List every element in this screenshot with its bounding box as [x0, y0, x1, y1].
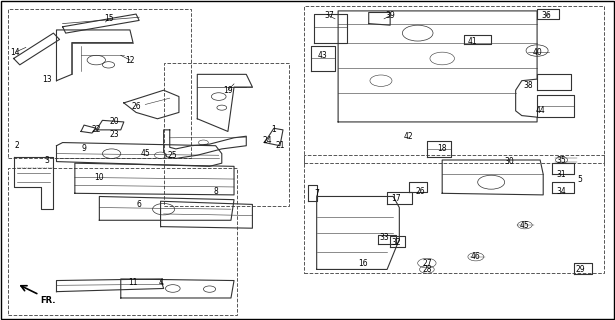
- Text: 7: 7: [314, 189, 319, 198]
- Text: 45: 45: [140, 149, 150, 158]
- Text: 27: 27: [422, 259, 432, 268]
- Text: FR.: FR.: [40, 296, 55, 305]
- Text: 22: 22: [92, 125, 101, 134]
- Bar: [304, 6, 605, 163]
- Text: 5: 5: [577, 174, 582, 184]
- Text: 20: 20: [110, 117, 119, 126]
- Text: 21: 21: [275, 141, 285, 150]
- Text: 12: 12: [125, 56, 135, 65]
- Text: 10: 10: [95, 173, 104, 182]
- Text: 17: 17: [392, 194, 401, 203]
- Text: 15: 15: [104, 14, 113, 23]
- Text: 8: 8: [213, 187, 218, 196]
- Text: 6: 6: [137, 200, 141, 209]
- Text: 28: 28: [422, 265, 432, 274]
- Text: 34: 34: [557, 187, 566, 196]
- Text: 45: 45: [520, 220, 530, 229]
- Text: 36: 36: [541, 11, 551, 20]
- Text: 1: 1: [271, 125, 276, 134]
- Text: 30: 30: [505, 157, 514, 166]
- Text: 42: 42: [403, 132, 413, 141]
- Text: 16: 16: [358, 259, 367, 268]
- Bar: [7, 9, 191, 158]
- Text: 40: 40: [532, 48, 542, 57]
- Text: 44: 44: [535, 106, 545, 115]
- Text: 14: 14: [10, 48, 20, 57]
- Bar: [304, 155, 605, 273]
- Text: 3: 3: [45, 156, 50, 164]
- Text: 4: 4: [158, 278, 163, 287]
- Text: 38: 38: [523, 81, 533, 90]
- Text: 31: 31: [557, 170, 566, 179]
- Text: 29: 29: [575, 265, 585, 274]
- Text: 32: 32: [392, 238, 401, 247]
- Text: 26: 26: [416, 187, 426, 196]
- Text: 9: 9: [82, 144, 87, 153]
- Text: 2: 2: [14, 141, 19, 150]
- Text: 18: 18: [437, 144, 447, 153]
- Text: 13: 13: [42, 75, 52, 84]
- Text: 41: 41: [468, 36, 478, 45]
- Text: 35: 35: [557, 156, 566, 164]
- Text: 46: 46: [471, 252, 481, 261]
- Text: 23: 23: [110, 130, 119, 139]
- Text: 25: 25: [168, 151, 178, 160]
- Bar: [164, 63, 289, 206]
- Text: 24: 24: [263, 136, 272, 146]
- Text: 43: 43: [318, 51, 328, 60]
- Bar: [7, 168, 237, 316]
- Text: 11: 11: [129, 278, 138, 287]
- Text: 33: 33: [379, 233, 389, 242]
- Text: 37: 37: [324, 11, 334, 20]
- Text: 19: 19: [223, 86, 232, 95]
- Text: 26: 26: [131, 101, 141, 111]
- Text: 39: 39: [385, 11, 395, 20]
